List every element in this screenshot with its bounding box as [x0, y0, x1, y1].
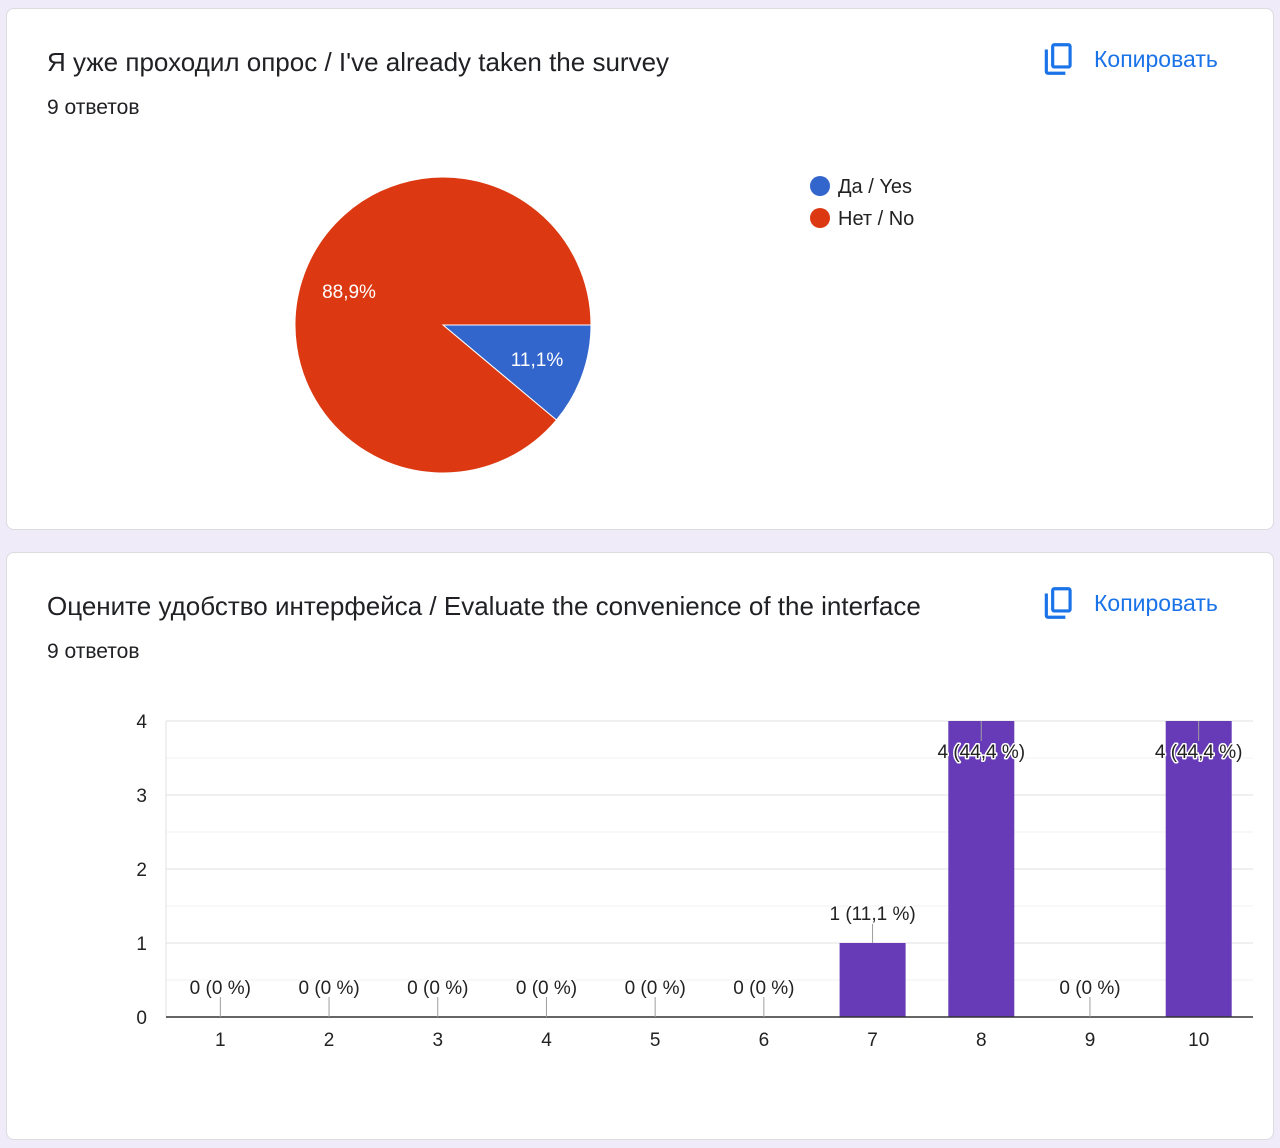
bar-chart: 0 1 2 3 4 0 (0 %) 1 0 (0 %) 2 0 (0 %) 3 0 (0 %) 4 0 (… [136, 712, 1253, 1051]
pie-slice-1[interactable] [441, 324, 592, 421]
copy-button-label: Копировать [1094, 46, 1218, 72]
bar-data-label-4: 0 (0 %) [516, 978, 577, 999]
copy-button-label: Копировать [1094, 590, 1218, 616]
legend-swatch [810, 176, 830, 196]
question-card-already-taken: Я уже проходил опрос / I've already take… [6, 8, 1274, 530]
question-title: Оцените удобство интерфейса / Evaluate t… [47, 591, 921, 621]
y-tick-label: 1 [136, 934, 147, 955]
bar-data-label-10: 4 (44,4 %) [1155, 742, 1243, 763]
bar-data-label-5: 0 (0 %) [625, 978, 686, 999]
x-tick-label-1: 1 [215, 1030, 226, 1051]
pie-slice-label-1: 11,1% [511, 350, 564, 371]
x-tick-label-8: 8 [976, 1030, 987, 1051]
legend-item-2[interactable]: Нет / No [810, 208, 914, 230]
y-tick-label: 3 [136, 786, 147, 807]
question-title: Я уже проходил опрос / I've already take… [47, 47, 670, 77]
legend-item-1[interactable]: Да / Yes [810, 176, 912, 198]
x-tick-label-4: 4 [541, 1030, 552, 1051]
legend-label: Нет / No [838, 208, 914, 230]
bar-data-label-8: 4 (44,4 %) [937, 742, 1025, 763]
copy-chart-button[interactable]: Копировать [1040, 39, 1218, 79]
bar-data-label-9: 0 (0 %) [1059, 978, 1120, 999]
x-tick-label-3: 3 [433, 1030, 444, 1051]
x-tick-label-2: 2 [324, 1030, 335, 1051]
bar-data-label-7: 1 (11,1 %) [829, 904, 915, 925]
x-tick-label-5: 5 [650, 1030, 661, 1051]
y-tick-label: 0 [136, 1008, 147, 1029]
legend-label: Да / Yes [838, 176, 912, 198]
bar-data-label-3: 0 (0 %) [407, 978, 468, 999]
y-tick-label: 4 [136, 712, 147, 733]
bar-data-label-1: 0 (0 %) [190, 978, 251, 999]
copy-icon [1040, 584, 1078, 622]
x-tick-label-7: 7 [867, 1030, 878, 1051]
copy-chart-button[interactable]: Копировать [1040, 583, 1218, 623]
copy-icon [1040, 40, 1078, 78]
x-tick-label-10: 10 [1188, 1030, 1209, 1051]
bar-data-label-2: 0 (0 %) [298, 978, 359, 999]
bar-10[interactable] [1165, 721, 1232, 1017]
question-card-interface-convenience: Оцените удобство интерфейса / Evaluate t… [6, 552, 1274, 1140]
bar-data-label-6: 0 (0 %) [733, 978, 794, 999]
response-count: 9 ответов [47, 640, 140, 663]
pie-slice-2[interactable] [294, 176, 592, 474]
bar-8[interactable] [948, 721, 1015, 1017]
response-count: 9 ответов [47, 96, 140, 119]
legend-swatch [810, 208, 830, 228]
y-tick-label: 2 [136, 860, 147, 881]
pie-slice-label-2: 88,9% [322, 282, 376, 303]
pie-chart: 11,1% 88,9% Да / Yes Нет / No [294, 176, 914, 474]
x-tick-label-9: 9 [1085, 1030, 1096, 1051]
x-tick-label-6: 6 [759, 1030, 770, 1051]
bar-7[interactable] [839, 943, 906, 1017]
